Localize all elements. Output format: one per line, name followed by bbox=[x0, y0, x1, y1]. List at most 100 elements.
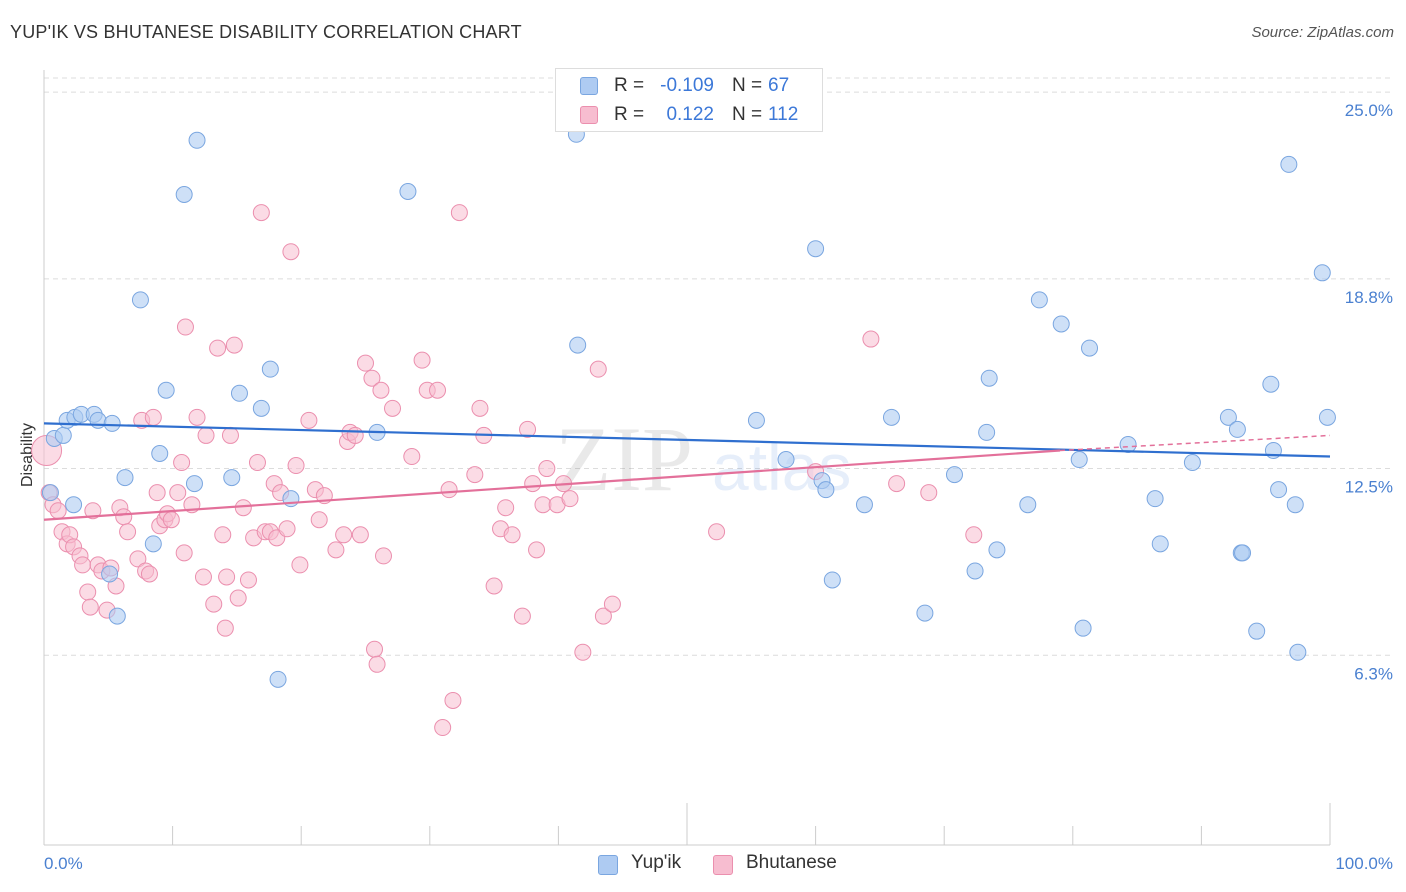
yupik-point bbox=[945, 466, 963, 484]
bhutanese-point bbox=[497, 499, 515, 517]
bhutanese-point bbox=[372, 381, 390, 399]
yupik-point bbox=[817, 481, 835, 499]
bhutanese-point bbox=[197, 426, 215, 444]
bhutanese-point bbox=[218, 568, 236, 586]
bhutanese-point bbox=[444, 691, 462, 709]
bhutanese-point bbox=[144, 408, 162, 426]
yupik-point bbox=[916, 604, 934, 622]
legend-r-label: R = bbox=[614, 75, 645, 96]
yupik-point bbox=[1228, 420, 1246, 438]
yupik-point bbox=[175, 186, 193, 204]
bhutanese-point bbox=[327, 541, 345, 559]
bhutanese-point bbox=[194, 568, 212, 586]
bhutanese-point bbox=[74, 556, 92, 574]
bhutanese-point bbox=[162, 511, 180, 529]
bhutanese-point bbox=[282, 243, 300, 261]
yupik-point bbox=[1052, 315, 1070, 333]
yupik-point bbox=[966, 562, 984, 580]
yupik-point bbox=[65, 496, 83, 514]
bhutanese-point bbox=[357, 354, 374, 372]
yupik-point bbox=[144, 535, 162, 553]
bhutanese-point bbox=[335, 526, 353, 544]
yupik-point bbox=[988, 541, 1006, 559]
bhutanese-point bbox=[965, 526, 983, 544]
yupik-point bbox=[131, 291, 149, 309]
series-yupik-points bbox=[41, 125, 1336, 688]
bhutanese-point bbox=[466, 466, 484, 484]
bottom-legend-label-bhutanese: Bhutanese bbox=[746, 852, 837, 873]
legend-row-bhutanese: R = 0.122 N = 112 bbox=[556, 100, 822, 130]
bhutanese-point bbox=[574, 643, 592, 661]
yupik-point bbox=[157, 381, 175, 399]
bhutanese-point bbox=[287, 457, 305, 475]
bhutanese-point bbox=[248, 454, 266, 472]
bhutanese-point bbox=[209, 339, 227, 357]
watermark: ZIP atlas bbox=[555, 408, 851, 510]
bhutanese-point bbox=[175, 544, 193, 562]
bhutanese-point bbox=[434, 719, 452, 737]
yupik-point bbox=[269, 670, 287, 688]
yupik-point bbox=[399, 182, 417, 200]
x-tick-label: 0.0% bbox=[44, 854, 83, 873]
bottom-legend-swatch-bhutanese bbox=[713, 855, 733, 875]
bhutanese-point bbox=[148, 484, 166, 502]
legend-row-yupik: R = -0.109 N = 67 bbox=[556, 71, 822, 101]
bhutanese-point bbox=[216, 619, 234, 637]
yupik-point bbox=[54, 426, 72, 444]
bhutanese-point bbox=[366, 640, 384, 658]
yupik-point bbox=[1119, 435, 1137, 453]
bhutanese-point bbox=[239, 571, 257, 589]
yupik-point bbox=[101, 565, 119, 583]
bhutanese-point bbox=[603, 595, 621, 613]
yupik-point bbox=[1151, 535, 1169, 553]
yupik-point bbox=[980, 369, 998, 387]
bhutanese-point bbox=[594, 607, 612, 625]
yupik-point bbox=[1318, 408, 1336, 426]
bhutanese-point bbox=[440, 481, 458, 499]
bhutanese-point bbox=[363, 369, 381, 387]
bhutanese-point bbox=[169, 484, 187, 502]
bottom-legend-label-yupik: Yup'ik bbox=[631, 852, 682, 873]
yupik-point bbox=[978, 423, 996, 441]
bhutanese-point bbox=[115, 508, 133, 526]
yupik-point bbox=[1146, 490, 1164, 508]
y-tick-label: 12.5% bbox=[1345, 478, 1393, 497]
yupik-point bbox=[252, 399, 270, 417]
trend-lines bbox=[43, 422, 1331, 521]
bhutanese-point bbox=[129, 550, 147, 568]
yupik-point bbox=[1286, 496, 1304, 514]
bhutanese-point bbox=[351, 526, 369, 544]
grid-lines bbox=[44, 77, 1394, 656]
bhutanese-point bbox=[119, 523, 137, 541]
yupik-point bbox=[1019, 496, 1037, 514]
legend-n-label: N = bbox=[732, 104, 763, 125]
bhutanese-point bbox=[205, 595, 223, 613]
bottom-legend-swatch-yupik bbox=[598, 855, 618, 875]
yupik-point bbox=[823, 571, 841, 589]
bhutanese-trend-line bbox=[43, 449, 1061, 521]
yupik-point bbox=[1219, 408, 1237, 426]
yupik-point bbox=[1070, 451, 1088, 469]
y-tick-label: 25.0% bbox=[1345, 101, 1393, 120]
yupik-point bbox=[151, 445, 169, 462]
yupik-point bbox=[1234, 544, 1252, 562]
bhutanese-point bbox=[429, 381, 447, 399]
bhutanese-point bbox=[561, 490, 579, 508]
yupik-trend-line bbox=[43, 422, 1331, 458]
y-tick-label: 6.3% bbox=[1354, 664, 1393, 683]
legend-r-label: R = bbox=[614, 104, 645, 125]
yupik-point bbox=[807, 240, 825, 258]
bhutanese-point bbox=[862, 330, 880, 348]
yupik-point bbox=[230, 384, 248, 402]
yupik-point bbox=[41, 484, 59, 502]
y-tick-label: 18.8% bbox=[1345, 288, 1393, 307]
yupik-point bbox=[1262, 375, 1280, 393]
source-label: Source: ZipAtlas.com bbox=[1251, 24, 1394, 41]
bhutanese-point bbox=[300, 411, 318, 429]
bhutanese-point bbox=[214, 526, 232, 544]
yupik-point bbox=[103, 414, 121, 432]
yupik-point bbox=[1313, 264, 1331, 282]
bhutanese-point bbox=[252, 204, 270, 222]
correlation-legend: R = -0.109 N = 67 R = 0.122 N = 112 bbox=[555, 68, 823, 132]
